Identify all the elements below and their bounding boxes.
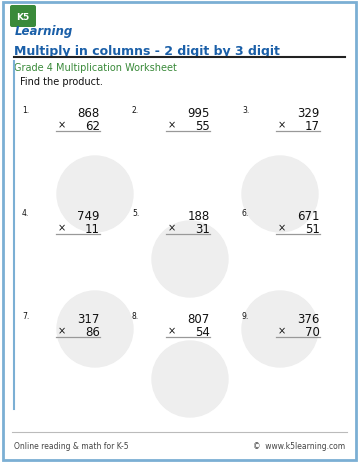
Circle shape xyxy=(242,291,318,367)
Text: 51: 51 xyxy=(305,223,320,236)
Text: ×: × xyxy=(278,325,286,335)
FancyBboxPatch shape xyxy=(10,6,36,28)
Text: 70: 70 xyxy=(305,325,320,338)
Text: 86: 86 xyxy=(85,325,100,338)
Circle shape xyxy=(152,341,228,417)
Text: Multiply in columns - 2 digit by 3 digit: Multiply in columns - 2 digit by 3 digit xyxy=(14,45,280,58)
Text: 749: 749 xyxy=(78,210,100,223)
Text: 6.: 6. xyxy=(242,208,249,218)
Circle shape xyxy=(242,156,318,232)
Text: ×: × xyxy=(168,223,176,232)
Text: 8.: 8. xyxy=(132,311,139,320)
Text: 7.: 7. xyxy=(22,311,29,320)
Text: 4.: 4. xyxy=(22,208,29,218)
Text: 55: 55 xyxy=(195,120,210,133)
Circle shape xyxy=(57,291,133,367)
Text: 54: 54 xyxy=(195,325,210,338)
Text: 9.: 9. xyxy=(242,311,249,320)
Text: 868: 868 xyxy=(78,107,100,120)
Text: Grade 4 Multiplication Worksheet: Grade 4 Multiplication Worksheet xyxy=(14,63,177,73)
Text: 329: 329 xyxy=(298,107,320,120)
Text: 671: 671 xyxy=(298,210,320,223)
Text: 376: 376 xyxy=(298,313,320,325)
Text: 31: 31 xyxy=(195,223,210,236)
Text: Online reading & math for K-5: Online reading & math for K-5 xyxy=(14,442,129,450)
Text: K5: K5 xyxy=(17,13,30,21)
Text: Learning: Learning xyxy=(15,25,73,38)
Text: ×: × xyxy=(168,120,176,130)
Circle shape xyxy=(152,221,228,297)
Text: 188: 188 xyxy=(188,210,210,223)
Text: ©  www.k5learning.com: © www.k5learning.com xyxy=(253,442,345,450)
Text: ×: × xyxy=(58,223,66,232)
Text: ×: × xyxy=(58,120,66,130)
Text: Find the product.: Find the product. xyxy=(20,77,103,87)
Text: 5.: 5. xyxy=(132,208,139,218)
Text: 62: 62 xyxy=(85,120,100,133)
Text: 11: 11 xyxy=(85,223,100,236)
Text: ×: × xyxy=(58,325,66,335)
Text: 2.: 2. xyxy=(132,106,139,115)
Circle shape xyxy=(57,156,133,232)
Text: ×: × xyxy=(168,325,176,335)
Text: ×: × xyxy=(278,120,286,130)
Text: 3.: 3. xyxy=(242,106,249,115)
Text: 17: 17 xyxy=(305,120,320,133)
Text: 1.: 1. xyxy=(22,106,29,115)
Text: ×: × xyxy=(278,223,286,232)
Text: 317: 317 xyxy=(78,313,100,325)
FancyBboxPatch shape xyxy=(3,3,356,460)
Text: 807: 807 xyxy=(188,313,210,325)
Text: 995: 995 xyxy=(188,107,210,120)
